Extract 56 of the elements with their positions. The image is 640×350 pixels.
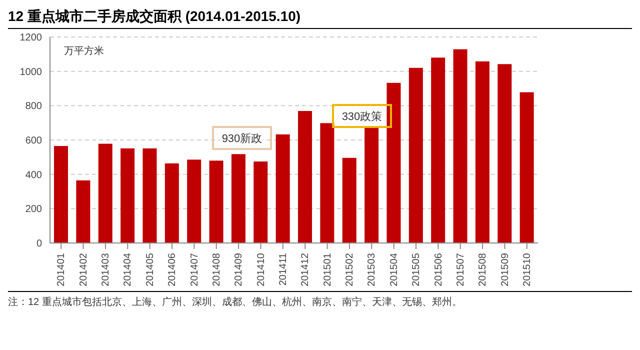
bar — [187, 160, 202, 243]
bar — [431, 58, 446, 243]
y-tick-label: 600 — [25, 136, 42, 147]
bar — [342, 158, 356, 243]
bar — [142, 148, 157, 243]
y-tick-label: 400 — [25, 170, 42, 181]
bar — [254, 161, 268, 243]
annotation: 330政策 — [340, 108, 384, 124]
bar — [209, 160, 224, 243]
bar — [320, 123, 334, 243]
bar — [54, 146, 68, 243]
x-tick-label: 201410 — [256, 252, 267, 286]
x-tick-label: 201403 — [100, 252, 112, 286]
bar — [475, 61, 490, 243]
bar — [164, 163, 179, 243]
x-tick-label: 201508 — [478, 252, 489, 286]
x-tick-label: 201404 — [122, 252, 134, 286]
bar — [98, 144, 112, 243]
x-tick-label: 201509 — [500, 252, 511, 286]
bar — [298, 110, 312, 243]
bar — [520, 92, 534, 243]
bar — [120, 148, 135, 243]
chart-title: 12 重点城市二手房成交面积 (2014.01-2015.10) — [8, 8, 632, 29]
bar — [408, 68, 423, 243]
annotation: 930新政 — [220, 130, 264, 146]
text: 注：12 重点城市包括北京、上海、广州、深圳、成都、佛山、杭州、南京、南宁、天津、无锡、郑州。 — [8, 296, 463, 309]
bar — [498, 64, 512, 243]
x-tick-label: 201401 — [56, 252, 68, 286]
bar — [364, 126, 379, 243]
x-tick-label: 201407 — [189, 252, 200, 286]
x-tick-label: 201408 — [211, 252, 222, 286]
x-tick-label: 201506 — [433, 252, 444, 286]
y-axis-title: 万平方米 — [64, 45, 104, 58]
bar — [276, 134, 290, 243]
bar — [453, 49, 468, 243]
x-tick-label: 201504 — [388, 252, 400, 286]
x-tick-label: 201409 — [234, 252, 245, 286]
x-tick-label: 201510 — [522, 252, 534, 286]
x-tick-label: 201505 — [411, 252, 422, 286]
x-tick-label: 201507 — [455, 252, 466, 286]
y-tick-label: 800 — [25, 101, 42, 112]
bar — [386, 82, 401, 243]
bar — [76, 180, 90, 243]
y-tick-label: 1000 — [20, 66, 42, 78]
x-tick-label: 201405 — [144, 252, 156, 286]
x-tick-label: 201412 — [300, 252, 312, 286]
y-tick-label: 1200 — [20, 32, 42, 44]
y-tick-label: 200 — [25, 204, 42, 216]
x-tick-label: 201411 — [278, 252, 290, 286]
y-tick-label: 0 — [36, 238, 42, 250]
x-tick-label: 201406 — [167, 252, 178, 286]
x-tick-label: 201402 — [78, 252, 90, 286]
x-tick-label: 201503 — [366, 252, 378, 286]
x-tick-label: 201502 — [344, 252, 356, 286]
x-tick-label: 201501 — [322, 252, 334, 286]
bar — [231, 154, 246, 243]
